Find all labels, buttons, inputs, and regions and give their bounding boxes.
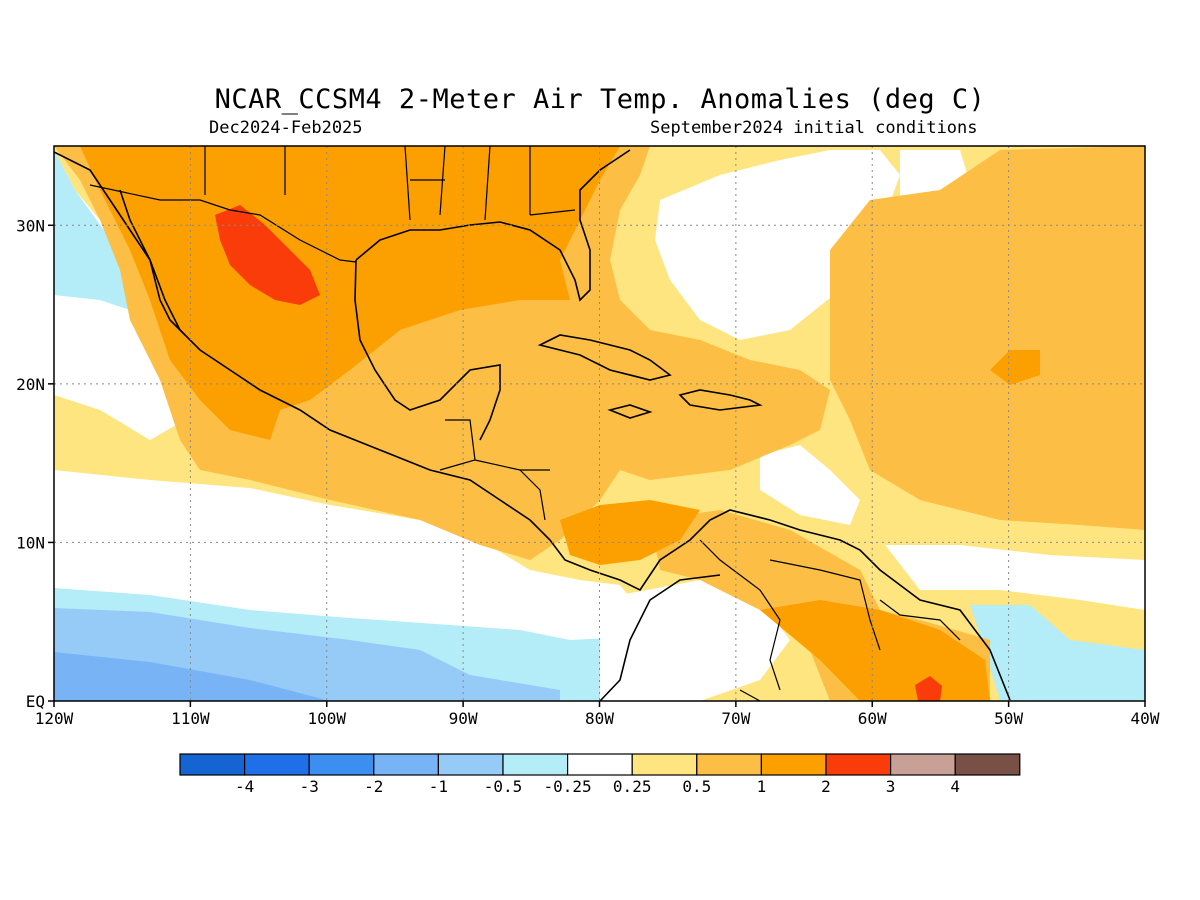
colorbar-swatch <box>373 753 439 776</box>
initial-conditions: September2024 initial conditions <box>650 118 978 138</box>
colorbar-label: 0.5 <box>682 777 711 796</box>
colorbar-label: 4 <box>950 777 960 796</box>
shade-0p5-1-atlantic <box>830 146 1145 530</box>
colorbar-swatch <box>631 753 698 776</box>
colorbar-swatch <box>889 753 956 776</box>
colorbar-swatch <box>244 753 310 776</box>
colorbar-swatch <box>437 753 504 776</box>
lat-label: EQ <box>26 692 45 711</box>
shade-neutral-colombia <box>600 580 790 701</box>
colorbar-label: -4 <box>235 777 254 796</box>
colorbar-swatch <box>760 753 827 776</box>
colorbar-label: -2 <box>364 777 383 796</box>
valid-period: Dec2024-Feb2025 <box>209 118 363 138</box>
colorbar-swatch <box>825 753 892 776</box>
colorbar-label: -3 <box>300 777 319 796</box>
lon-label: 120W <box>35 709 74 728</box>
colorbar-swatch <box>502 753 569 776</box>
lat-label: 10N <box>16 533 45 552</box>
shade-1-2-central-america <box>560 500 700 565</box>
lon-label: 110W <box>171 709 210 728</box>
colorbar-label: 3 <box>886 777 896 796</box>
map-title: NCAR_CCSM4 2-Meter Air Temp. Anomalies (… <box>214 84 986 115</box>
shade-2-3-brazil <box>915 676 942 701</box>
lon-label: 100W <box>307 709 346 728</box>
lon-label: 50W <box>994 709 1023 728</box>
lon-label: 80W <box>585 709 614 728</box>
shade-2-3-mexico <box>215 205 320 305</box>
colorbar-swatch <box>696 753 762 776</box>
colorbar-swatch <box>954 753 1021 776</box>
colorbar-label: -0.25 <box>544 777 592 796</box>
lat-label: 20N <box>16 375 45 394</box>
colorbar-swatch <box>179 753 246 776</box>
lon-label: 40W <box>1131 709 1160 728</box>
longitude-axis: 120W 110W 100W 90W 80W 70W 60W 50W 40W <box>35 701 1160 728</box>
borders <box>89 146 961 701</box>
shade-blue-pacific <box>54 652 330 701</box>
shade-neutral-equatorial-atlantic <box>885 545 1145 610</box>
lat-label: 30N <box>16 216 45 235</box>
shade-1-2-atlantic-spot <box>990 350 1040 385</box>
gridlines <box>54 146 1145 701</box>
colorbar-label: 1 <box>757 777 767 796</box>
colorbar-label: -0.5 <box>484 777 523 796</box>
shade-1-2-guianas <box>760 600 990 701</box>
colorbar-swatch <box>308 753 375 776</box>
colorbar-label: -1 <box>429 777 448 796</box>
lon-label: 60W <box>858 709 887 728</box>
shade-cyan-atlantic <box>970 605 1145 701</box>
shade-cyan-nw <box>54 150 130 310</box>
coastlines <box>54 149 1011 701</box>
colorbar: -4 -3 -2 -1 -0.5 -0.25 0.25 0.5 1 2 3 4 <box>179 753 1021 796</box>
colorbar-label: 2 <box>821 777 831 796</box>
anomaly-field <box>54 146 1145 701</box>
lon-label: 70W <box>721 709 750 728</box>
shade-neutral-caribbean <box>760 445 860 525</box>
shade-neutral-atlantic <box>655 150 900 340</box>
colorbar-label: 0.25 <box>613 777 652 796</box>
lon-label: 90W <box>449 709 478 728</box>
latitude-axis: 30N 20N 10N EQ <box>16 216 54 711</box>
colorbar-swatch <box>566 753 633 776</box>
